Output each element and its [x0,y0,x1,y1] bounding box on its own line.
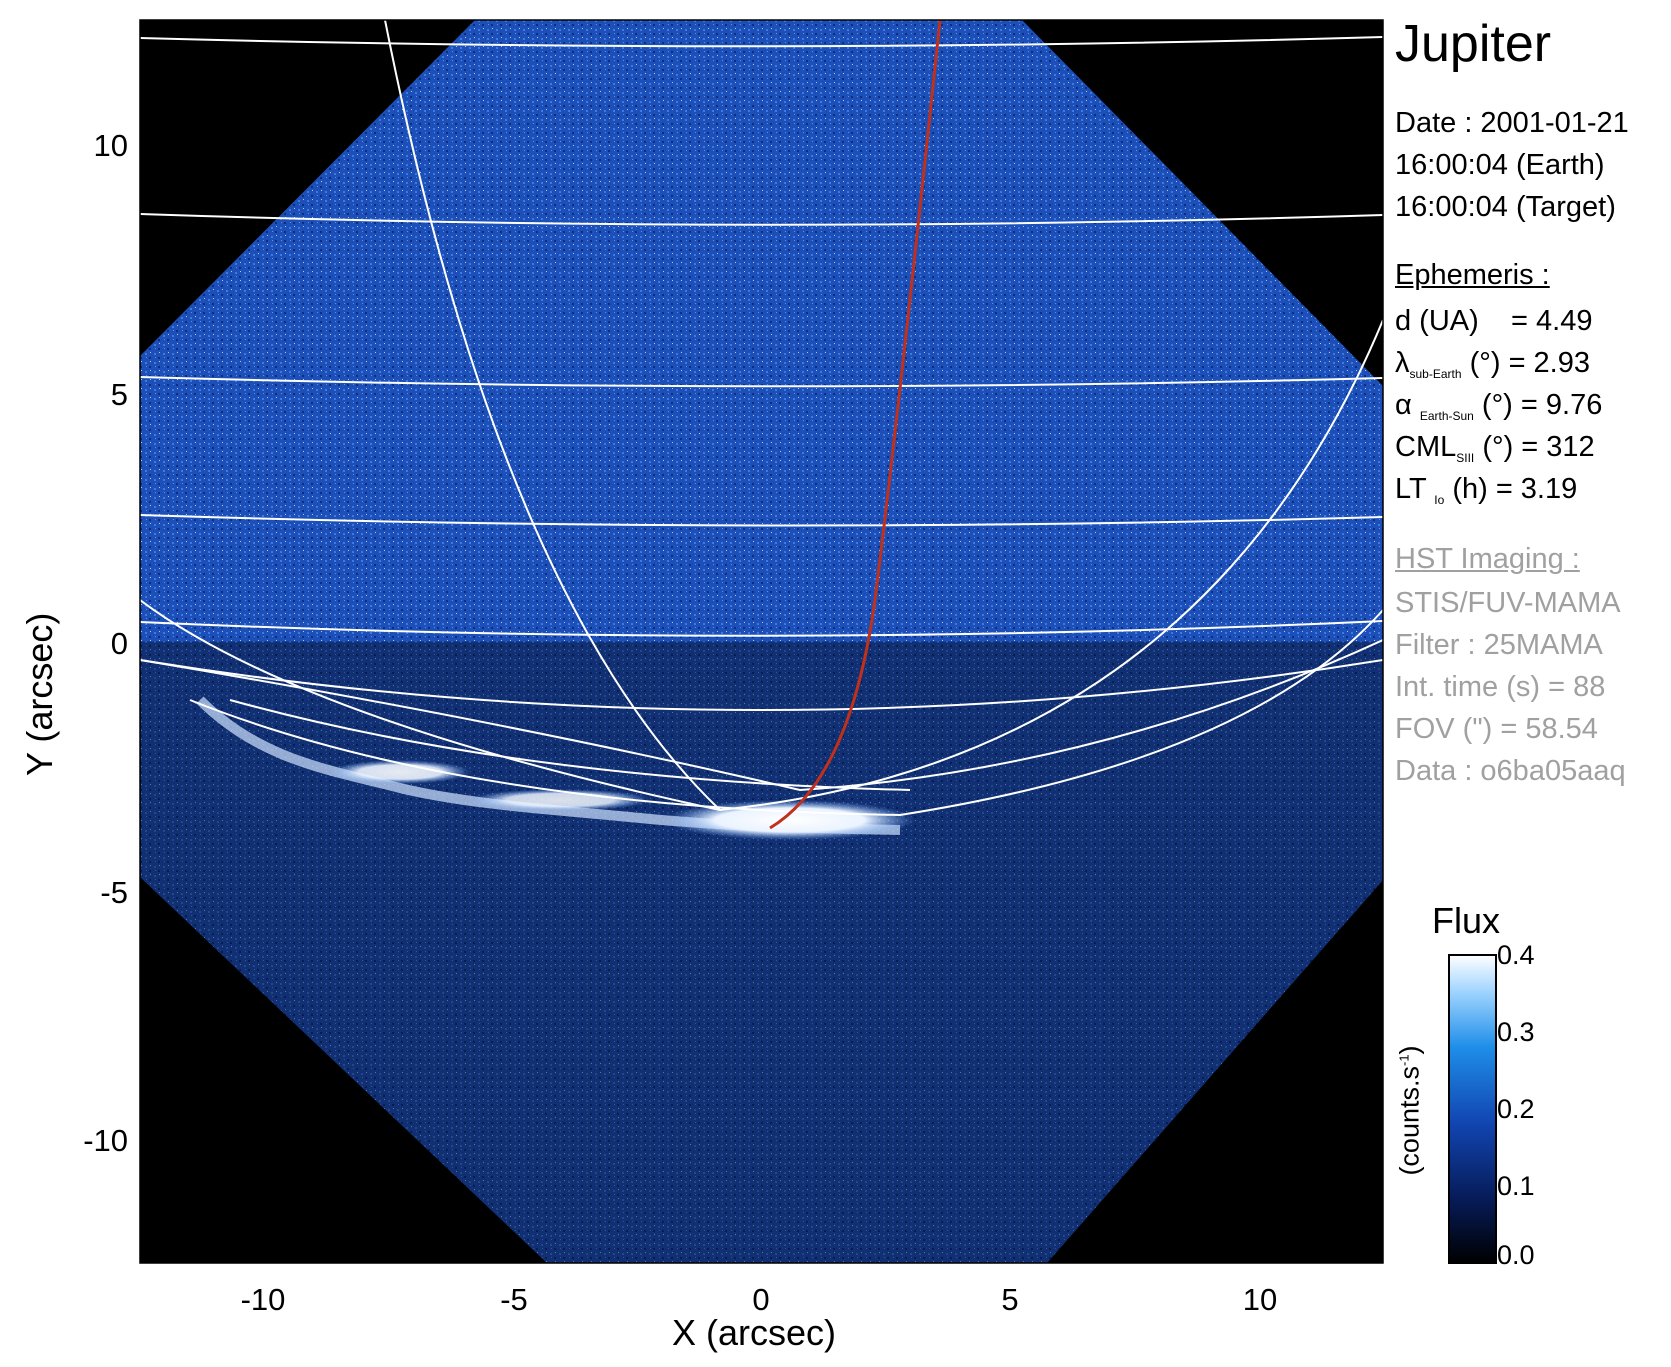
alpha-value: (°) = 9.76 [1481,389,1603,421]
date-line: Date : 2001-01-21 [1395,107,1629,139]
ytick-label: 10 [94,128,128,163]
lt-subscript: Io [1434,493,1445,507]
colorbar-tick: 0.3 [1497,1017,1535,1047]
x-axis-label: X (arcsec) [672,1312,837,1353]
ephemeris-distance: d (UA) = 4.49 [1395,300,1592,342]
colorbar-title: Flux [1432,900,1501,941]
imaging-header: HST Imaging : [1395,543,1580,575]
ytick-label: 0 [111,626,128,661]
ephemeris-lt: LT Io (h) = 3.19 [1395,468,1577,521]
colorbar-unit-close: ) [1394,1045,1425,1055]
imaging-filter: Filter : 25MAMA [1395,629,1603,661]
distance-value: = 4.49 [1511,305,1593,337]
ytick-label: 5 [111,377,128,412]
distance-label: d (UA) [1395,305,1479,337]
lambda-symbol: λ [1395,347,1410,379]
colorbar-unit: (counts.s-1) [1395,1045,1426,1175]
ytick-label: -5 [100,875,128,910]
target-title: Jupiter [1395,15,1552,73]
cml-value: (°) = 312 [1482,431,1595,463]
plot-frame [139,19,1384,1264]
xtick-label: 10 [1243,1282,1277,1317]
time-earth: 16:00:04 (Earth) [1395,149,1605,181]
time-target: 16:00:04 (Target) [1395,191,1616,223]
colorbar-unit-sup: -1 [1396,1054,1412,1067]
xtick-label: 5 [1001,1282,1018,1317]
xtick-label: 0 [752,1282,769,1317]
imaging-int-time: Int. time (s) = 88 [1395,671,1606,703]
io-footprint-curve [769,20,942,830]
colorbar-tick: 0.0 [1497,1240,1535,1270]
imaging-fov: FOV (") = 58.54 [1395,713,1598,745]
imaging-data-id: Data : o6ba05aaq [1395,755,1626,787]
lt-value: (h) = 3.19 [1452,473,1578,505]
cml-symbol: CML [1395,431,1457,463]
colorbar-tick: 0.1 [1497,1171,1535,1201]
colorbar-unit-text: (counts.s [1394,1066,1425,1176]
ephemeris-header: Ephemeris : [1395,259,1550,291]
lt-symbol: LT [1395,473,1427,505]
lambda-subscript: sub-Earth [1409,367,1462,381]
alpha-subscript: Earth-Sun [1419,409,1474,423]
alpha-symbol: α [1395,389,1412,421]
colorbar-tick: 0.2 [1497,1094,1535,1124]
colorbar [1448,954,1497,1264]
ephemeris-alpha: α Earth-Sun (°) = 9.76 [1395,384,1602,437]
lambda-value: (°) = 2.93 [1469,347,1590,379]
planetographic-grid [140,20,1383,817]
colorbar-tick: 0.4 [1497,940,1535,970]
y-axis-label: Y (arcsec) [19,612,60,776]
detector-field [140,20,1383,1263]
ytick-label: -10 [83,1123,128,1158]
xtick-label: -10 [241,1282,286,1317]
ephemeris-cml: CMLSIII (°) = 312 [1395,426,1595,479]
cml-subscript: SIII [1456,451,1475,465]
imaging-instrument: STIS/FUV-MAMA [1395,587,1621,619]
ephemeris-lambda: λsub-Earth (°) = 2.93 [1395,342,1590,395]
xtick-label: -5 [500,1282,528,1317]
